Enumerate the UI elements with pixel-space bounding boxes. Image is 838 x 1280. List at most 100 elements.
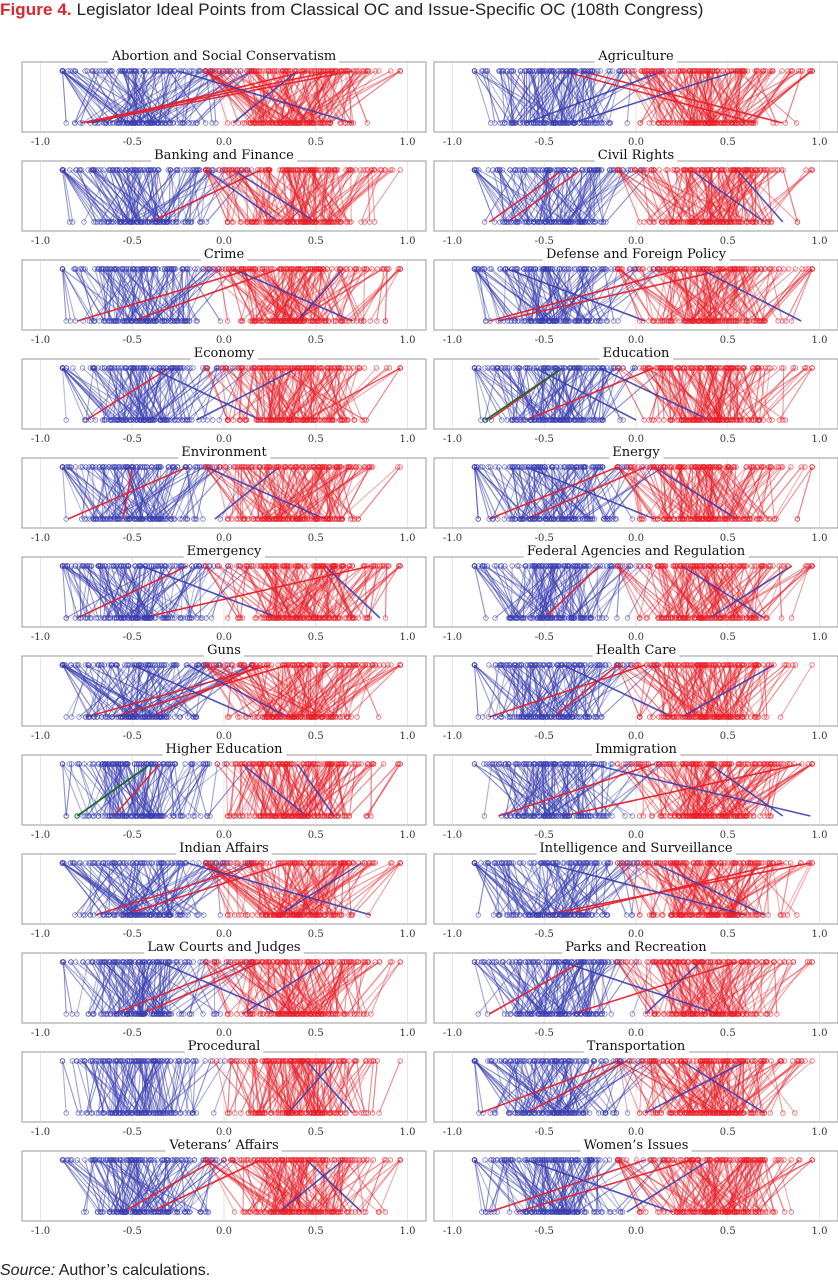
classical-point: [145, 120, 151, 126]
x-tick-label: 1.0: [400, 137, 416, 148]
democrat-line: [182, 70, 187, 124]
democrat-line: [136, 70, 164, 124]
classical-point: [209, 120, 215, 126]
classical-point: [348, 120, 355, 126]
x-tick-label: 1.0: [400, 335, 416, 346]
democrat-line: [540, 70, 544, 124]
republican-line: [206, 70, 291, 124]
classical-point: [96, 318, 103, 324]
democrat-line: [502, 70, 516, 124]
republican-line: [724, 70, 745, 124]
classical-point: [532, 120, 539, 126]
republican-line: [253, 70, 289, 124]
democrat-line: [506, 70, 514, 124]
republican-line: [218, 70, 239, 124]
x-tick-label: -0.5: [535, 335, 554, 346]
republican-line: [205, 70, 296, 124]
republican-line: [318, 70, 331, 124]
issue-point: [605, 68, 611, 74]
issue-point: [116, 68, 122, 74]
classical-point: [497, 120, 503, 126]
democrat-line: [474, 70, 568, 124]
x-tick-label: -0.5: [535, 137, 554, 148]
democrat-line: [552, 70, 597, 124]
x-tick-label: 1.0: [812, 137, 828, 148]
issue-point: [255, 68, 261, 74]
x-tick-label: 0.0: [216, 335, 232, 346]
classical-point: [179, 120, 185, 126]
classical-point: [163, 120, 169, 126]
republican-line: [785, 268, 813, 322]
issue-point: [322, 68, 329, 74]
classical-point: [324, 120, 331, 126]
issue-point: [571, 68, 577, 74]
republican-line: [735, 268, 738, 322]
republican-line: [250, 70, 289, 124]
issue-point: [307, 68, 314, 74]
issue-point: [151, 68, 158, 74]
classical-point: [506, 120, 512, 126]
classical-point: [148, 120, 154, 126]
democrat-line: [554, 70, 591, 124]
democrat-line: [530, 70, 562, 124]
democrat-line: [608, 70, 621, 124]
republican-line: [742, 70, 774, 124]
classical-point: [587, 120, 594, 126]
classical-point: [81, 219, 87, 225]
democrat-line: [533, 70, 536, 124]
classical-point: [170, 120, 177, 126]
republican-line: [298, 70, 335, 124]
classical-point: [241, 120, 248, 126]
issue-point: [559, 68, 565, 74]
democrat-line: [138, 70, 185, 124]
classical-point: [155, 120, 162, 126]
x-tick-label: -1.0: [31, 137, 50, 148]
issue-point: [359, 68, 365, 74]
democrat-line: [184, 70, 193, 124]
democrat-line: [574, 70, 588, 124]
issue-point: [227, 68, 234, 74]
republican-line: [205, 70, 270, 124]
democrat-line: [508, 70, 538, 124]
x-tick-label: -1.0: [443, 236, 462, 247]
democrat-line: [574, 70, 629, 124]
republican-line: [295, 70, 401, 124]
republican-line: [212, 70, 258, 124]
democrat-line: [92, 70, 174, 124]
republican-line: [239, 70, 257, 124]
chart-panel: Abortion and Social Conservatism-1.0 -0.5…: [21, 49, 427, 148]
democrat-line: [584, 70, 611, 124]
republican-line: [298, 70, 367, 124]
classical-point: [101, 120, 107, 126]
issue-point: [252, 68, 259, 74]
issue-point: [210, 68, 216, 74]
democrat-line: [142, 70, 146, 124]
issue-point: [166, 68, 172, 74]
issue-point: [578, 68, 584, 74]
issue-point: [234, 68, 240, 74]
republican-line: [274, 70, 346, 124]
x-tick-label: 0.5: [308, 335, 324, 346]
classical-point: [294, 120, 300, 126]
issue-point: [215, 68, 221, 74]
x-tick-label: 0.5: [308, 137, 324, 148]
issue-point: [521, 68, 528, 74]
classical-point: [487, 120, 494, 126]
issue-point: [70, 68, 76, 74]
classical-point: [292, 120, 298, 126]
x-tick-label: 0.0: [216, 236, 232, 247]
classical-point: [592, 120, 599, 126]
democrat-line: [484, 70, 528, 124]
classical-point: [492, 120, 498, 126]
issue-point: [269, 68, 276, 74]
democrat-line: [90, 70, 167, 124]
classical-point: [508, 120, 515, 126]
democrat-line: [61, 70, 67, 124]
issue-point: [536, 68, 542, 74]
democrat-line: [111, 70, 152, 124]
x-tick-label: 0.5: [720, 236, 736, 247]
democrat-line: [130, 70, 156, 124]
issue-point: [273, 68, 279, 74]
classical-point: [530, 120, 537, 126]
issue-point: [59, 68, 66, 74]
